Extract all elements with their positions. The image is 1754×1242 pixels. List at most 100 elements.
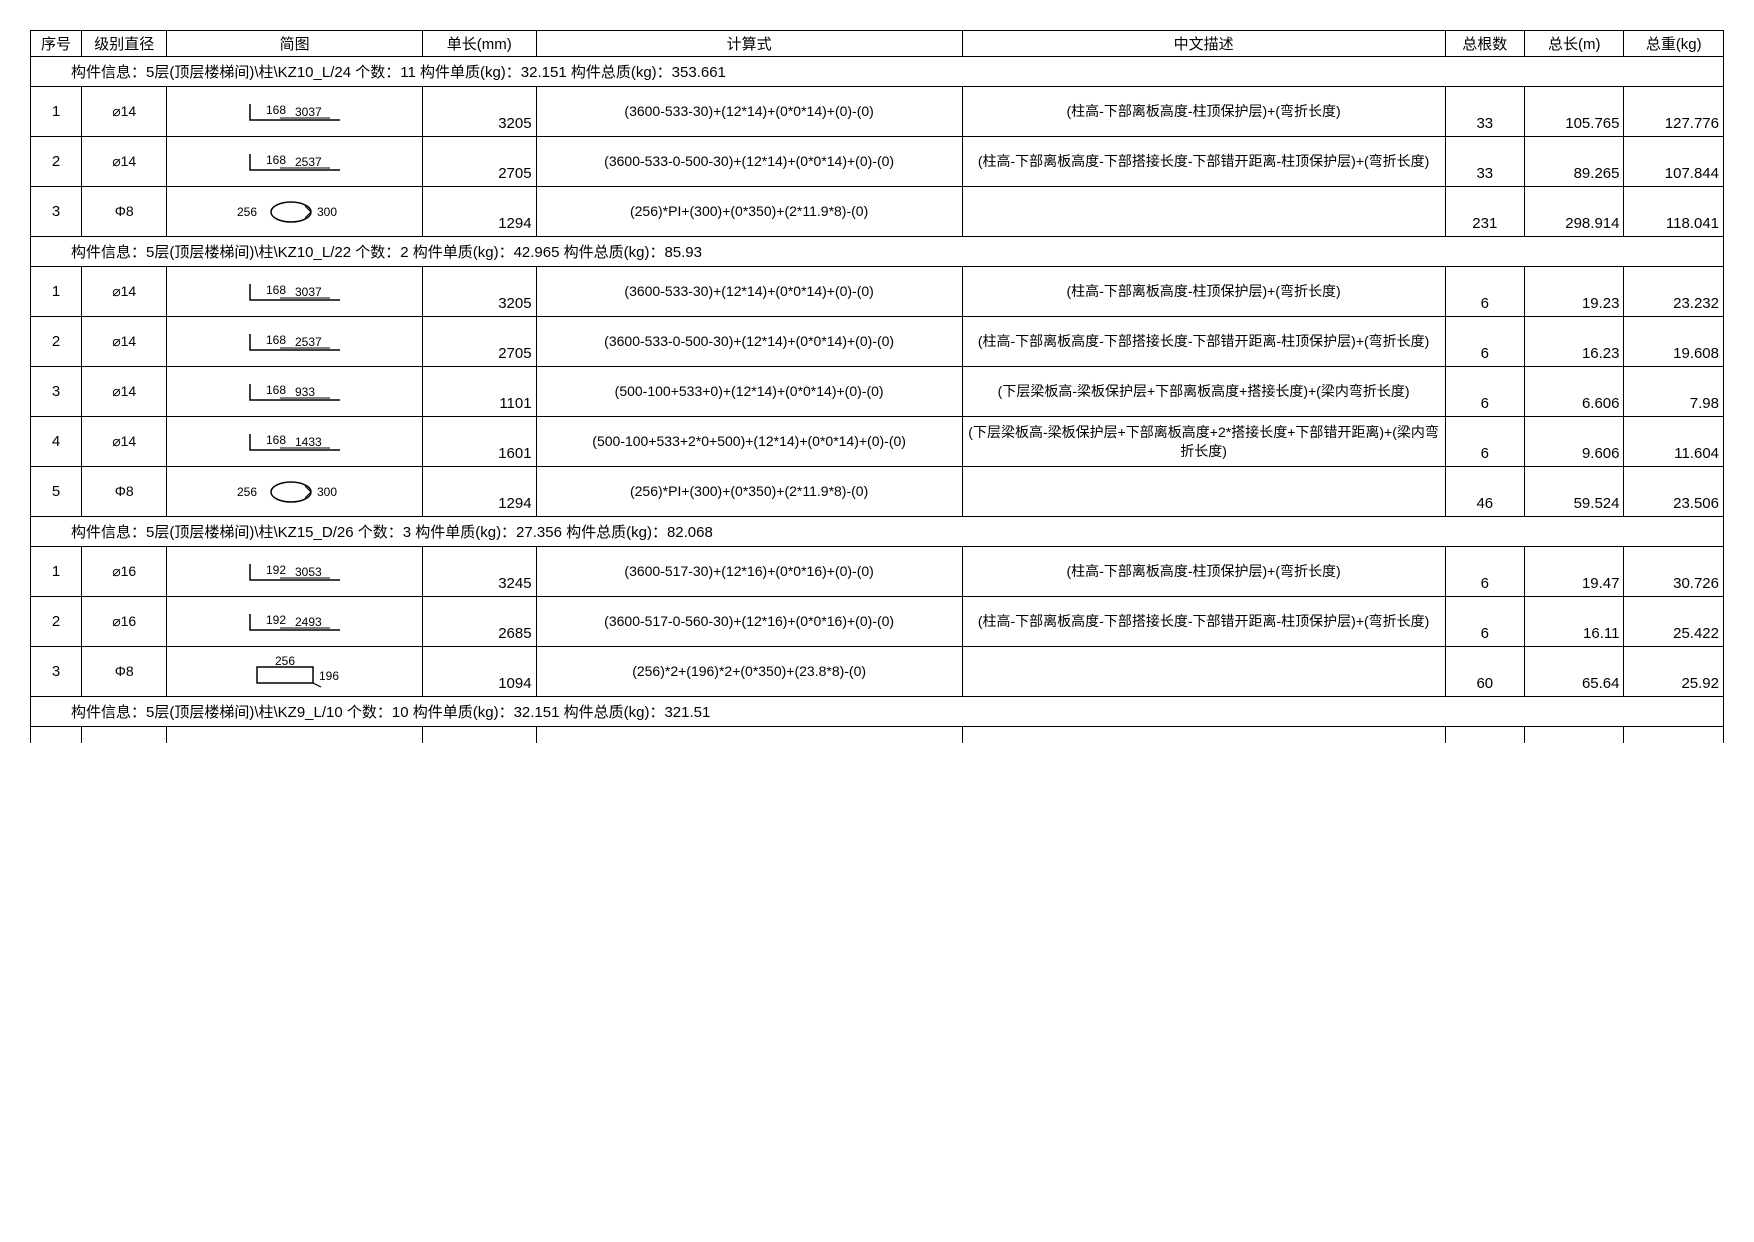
cell-totwt: 127.776 xyxy=(1624,87,1724,137)
cell-seq: 3 xyxy=(31,647,82,697)
cell-seq: 2 xyxy=(31,597,82,647)
cell-diag: 256 300 xyxy=(167,467,423,517)
cell-calc: (256)*PI+(300)+(0*350)+(2*11.9*8)-(0) xyxy=(536,467,962,517)
rebar-shape-l-icon: 168 933 xyxy=(240,378,350,406)
cell-diam: ⌀14 xyxy=(82,137,167,187)
h-totwt: 总重(kg) xyxy=(1624,31,1724,57)
table-row: 1⌀16 192 3053 3245(3600-517-30)+(12*16)+… xyxy=(31,547,1724,597)
group-header: 构件信息：5层(顶层楼梯间)\柱\KZ15_D/26 个数：3 构件单质(kg)… xyxy=(31,517,1724,547)
table-row: 1⌀14 168 3037 3205(3600-533-30)+(12*14)+… xyxy=(31,87,1724,137)
rebar-table: 序号 级别直径 简图 单长(mm) 计算式 中文描述 总根数 总长(m) 总重(… xyxy=(30,30,1724,743)
cell-count: 33 xyxy=(1445,137,1525,187)
rebar-shape-l-icon: 192 3053 xyxy=(240,558,350,586)
cell-diam: ⌀14 xyxy=(82,417,167,467)
cell-seq: 1 xyxy=(31,547,82,597)
svg-text:300: 300 xyxy=(317,205,337,219)
cell-desc: (柱高-下部离板高度-柱顶保护层)+(弯折长度) xyxy=(962,87,1445,137)
h-seq: 序号 xyxy=(31,31,82,57)
cell-totlen: 19.23 xyxy=(1525,267,1624,317)
table-row: 1⌀14 168 3037 3205(3600-533-30)+(12*14)+… xyxy=(31,267,1724,317)
cell-len: 1101 xyxy=(422,367,536,417)
svg-text:256: 256 xyxy=(275,656,295,668)
cell-totlen: 298.914 xyxy=(1525,187,1624,237)
cell-desc: (柱高-下部离板高度-下部搭接长度-下部错开距离-柱顶保护层)+(弯折长度) xyxy=(962,317,1445,367)
group-header: 构件信息：5层(顶层楼梯间)\柱\KZ10_L/22 个数：2 构件单质(kg)… xyxy=(31,237,1724,267)
cell-calc: (3600-533-30)+(12*14)+(0*0*14)+(0)-(0) xyxy=(536,87,962,137)
svg-text:192: 192 xyxy=(266,563,286,577)
cell-desc: (下层梁板高-梁板保护层+下部离板高度+2*搭接长度+下部错开距离)+(梁内弯折… xyxy=(962,417,1445,467)
cell-desc xyxy=(962,467,1445,517)
cell-totlen: 59.524 xyxy=(1525,467,1624,517)
cell-diag: 192 2493 xyxy=(167,597,423,647)
cell-seq: 5 xyxy=(31,467,82,517)
group-header: 构件信息：5层(顶层楼梯间)\柱\KZ9_L/10 个数：10 构件单质(kg)… xyxy=(31,697,1724,727)
cell-len: 2685 xyxy=(422,597,536,647)
cell-seq: 3 xyxy=(31,187,82,237)
svg-text:300: 300 xyxy=(317,485,337,499)
cell-desc xyxy=(962,647,1445,697)
cell-totwt: 11.604 xyxy=(1624,417,1724,467)
cell-count: 6 xyxy=(1445,597,1525,647)
rebar-shape-o-icon: 256 300 xyxy=(235,478,355,506)
cell-seq: 4 xyxy=(31,417,82,467)
svg-text:168: 168 xyxy=(266,383,286,397)
cell-desc: (柱高-下部离板高度-下部搭接长度-下部错开距离-柱顶保护层)+(弯折长度) xyxy=(962,137,1445,187)
header-row: 序号 级别直径 简图 单长(mm) 计算式 中文描述 总根数 总长(m) 总重(… xyxy=(31,31,1724,57)
cell-totlen: 6.606 xyxy=(1525,367,1624,417)
cell-calc: (3600-517-0-560-30)+(12*16)+(0*0*16)+(0)… xyxy=(536,597,962,647)
cell-len: 1094 xyxy=(422,647,536,697)
svg-text:933: 933 xyxy=(295,385,315,399)
cell-calc: (3600-533-0-500-30)+(12*14)+(0*0*14)+(0)… xyxy=(536,317,962,367)
cell-calc: (500-100+533+0)+(12*14)+(0*0*14)+(0)-(0) xyxy=(536,367,962,417)
table-row: 2⌀14 168 2537 2705(3600-533-0-500-30)+(1… xyxy=(31,137,1724,187)
cell-count: 6 xyxy=(1445,367,1525,417)
cell-diag: 168 3037 xyxy=(167,87,423,137)
cell-len: 2705 xyxy=(422,137,536,187)
cell-totwt: 30.726 xyxy=(1624,547,1724,597)
cell-diam: ⌀14 xyxy=(82,267,167,317)
cell-len: 3245 xyxy=(422,547,536,597)
cell-totlen: 65.64 xyxy=(1525,647,1624,697)
rebar-shape-l-icon: 168 2537 xyxy=(240,328,350,356)
cell-totwt: 7.98 xyxy=(1624,367,1724,417)
cell-diag: 168 2537 xyxy=(167,137,423,187)
cell-seq: 3 xyxy=(31,367,82,417)
cell-len: 3205 xyxy=(422,267,536,317)
svg-text:256: 256 xyxy=(237,205,257,219)
rebar-shape-l-icon: 192 2493 xyxy=(240,608,350,636)
cell-seq: 2 xyxy=(31,137,82,187)
cell-diag: 168 3037 xyxy=(167,267,423,317)
cell-totwt: 23.232 xyxy=(1624,267,1724,317)
h-desc: 中文描述 xyxy=(962,31,1445,57)
h-diag: 简图 xyxy=(167,31,423,57)
svg-text:192: 192 xyxy=(266,613,286,627)
cell-totlen: 105.765 xyxy=(1525,87,1624,137)
cell-totlen: 16.11 xyxy=(1525,597,1624,647)
cell-len: 2705 xyxy=(422,317,536,367)
cell-calc: (256)*PI+(300)+(0*350)+(2*11.9*8)-(0) xyxy=(536,187,962,237)
cell-diam: ⌀16 xyxy=(82,597,167,647)
cell-len: 1294 xyxy=(422,187,536,237)
cell-totwt: 23.506 xyxy=(1624,467,1724,517)
svg-text:2537: 2537 xyxy=(295,155,322,169)
svg-text:196: 196 xyxy=(319,669,339,683)
cell-diag: 192 3053 xyxy=(167,547,423,597)
cell-totlen: 89.265 xyxy=(1525,137,1624,187)
cell-diag: 168 933 xyxy=(167,367,423,417)
cell-diag: 256 300 xyxy=(167,187,423,237)
rebar-shape-l-icon: 168 3037 xyxy=(240,98,350,126)
svg-text:2493: 2493 xyxy=(295,615,322,629)
cell-count: 231 xyxy=(1445,187,1525,237)
cell-diam: Φ8 xyxy=(82,467,167,517)
h-calc: 计算式 xyxy=(536,31,962,57)
cell-diag: 168 2537 xyxy=(167,317,423,367)
cell-totwt: 25.422 xyxy=(1624,597,1724,647)
cell-calc: (3600-533-0-500-30)+(12*14)+(0*0*14)+(0)… xyxy=(536,137,962,187)
cell-diag: 168 1433 xyxy=(167,417,423,467)
svg-text:168: 168 xyxy=(266,153,286,167)
cell-seq: 1 xyxy=(31,267,82,317)
cell-diam: ⌀16 xyxy=(82,547,167,597)
cell-len: 3205 xyxy=(422,87,536,137)
svg-text:3037: 3037 xyxy=(295,105,322,119)
rebar-shape-l-icon: 168 2537 xyxy=(240,148,350,176)
